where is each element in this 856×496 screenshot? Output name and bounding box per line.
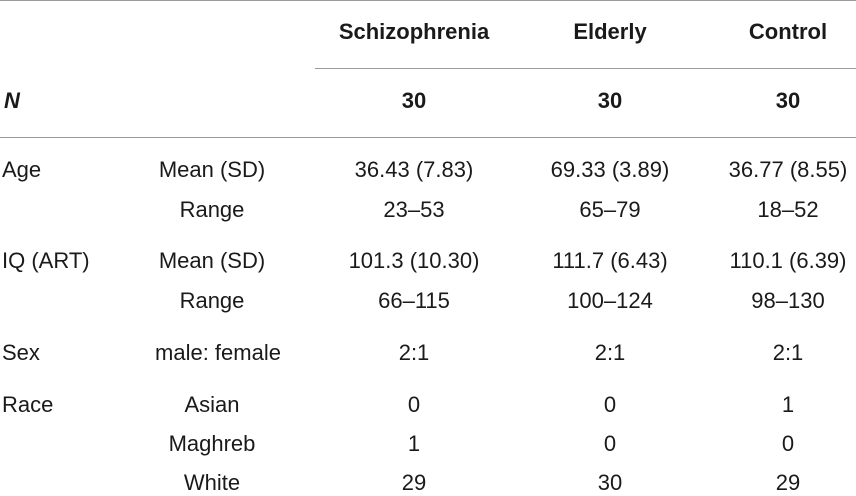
row-stat-label: Mean (SD)	[158, 157, 266, 182]
table-cell: 98–130	[751, 288, 825, 313]
table-cell: 2:1	[772, 340, 804, 365]
table-cell: 0	[781, 431, 795, 456]
table-cell: 18–52	[757, 197, 819, 222]
table-cell: 1	[781, 392, 795, 417]
n-value-control: 30	[775, 88, 801, 113]
table-cell: 30	[597, 470, 623, 495]
table-cell: 0	[407, 392, 421, 417]
row-stat-label: Range	[179, 197, 245, 222]
table-cell: 2:1	[398, 340, 430, 365]
n-value-schizophrenia: 30	[401, 88, 427, 113]
table-cell: 101.3 (10.30)	[348, 248, 480, 273]
table-cell: 66–115	[378, 288, 450, 313]
row-stat-label: Maghreb	[168, 431, 256, 456]
table-cell: 100–124	[567, 288, 653, 313]
header-bottom-rule	[0, 137, 856, 138]
row-stat-label: male: female	[155, 340, 281, 365]
row-stat-label: White	[183, 470, 241, 495]
table-cell: 29	[401, 470, 427, 495]
table-cell: 36.43 (7.83)	[354, 157, 474, 182]
table-cell: 110.1 (6.39)	[729, 248, 847, 273]
table-cell: 111.7 (6.43)	[552, 248, 668, 273]
top-rule	[0, 0, 856, 1]
row-stat-label: Mean (SD)	[158, 248, 266, 273]
table-cell: 0	[603, 392, 617, 417]
row-stat-label: Asian	[184, 392, 240, 417]
table-cell: 2:1	[594, 340, 626, 365]
table-cell: 23–53	[383, 197, 445, 222]
table-cell: 0	[603, 431, 617, 456]
table-cell: 36.77 (8.55)	[728, 157, 848, 182]
row-stat-label: Range	[179, 288, 245, 313]
column-header-control: Control	[748, 19, 828, 44]
row-group-label: Age	[2, 157, 42, 182]
table-cell: 65–79	[579, 197, 641, 222]
n-value-elderly: 30	[597, 88, 623, 113]
table-cell: 29	[775, 470, 801, 495]
row-group-label: Sex	[2, 340, 40, 365]
n-label: N	[4, 88, 20, 113]
column-header-schizophrenia: Schizophrenia	[338, 19, 490, 44]
header-group-rule	[315, 68, 856, 69]
row-group-label: IQ (ART)	[2, 248, 90, 273]
column-header-elderly: Elderly	[573, 19, 647, 44]
row-group-label: Race	[2, 392, 54, 417]
table-cell: 1	[407, 431, 421, 456]
table-cell: 69.33 (3.89)	[550, 157, 670, 182]
